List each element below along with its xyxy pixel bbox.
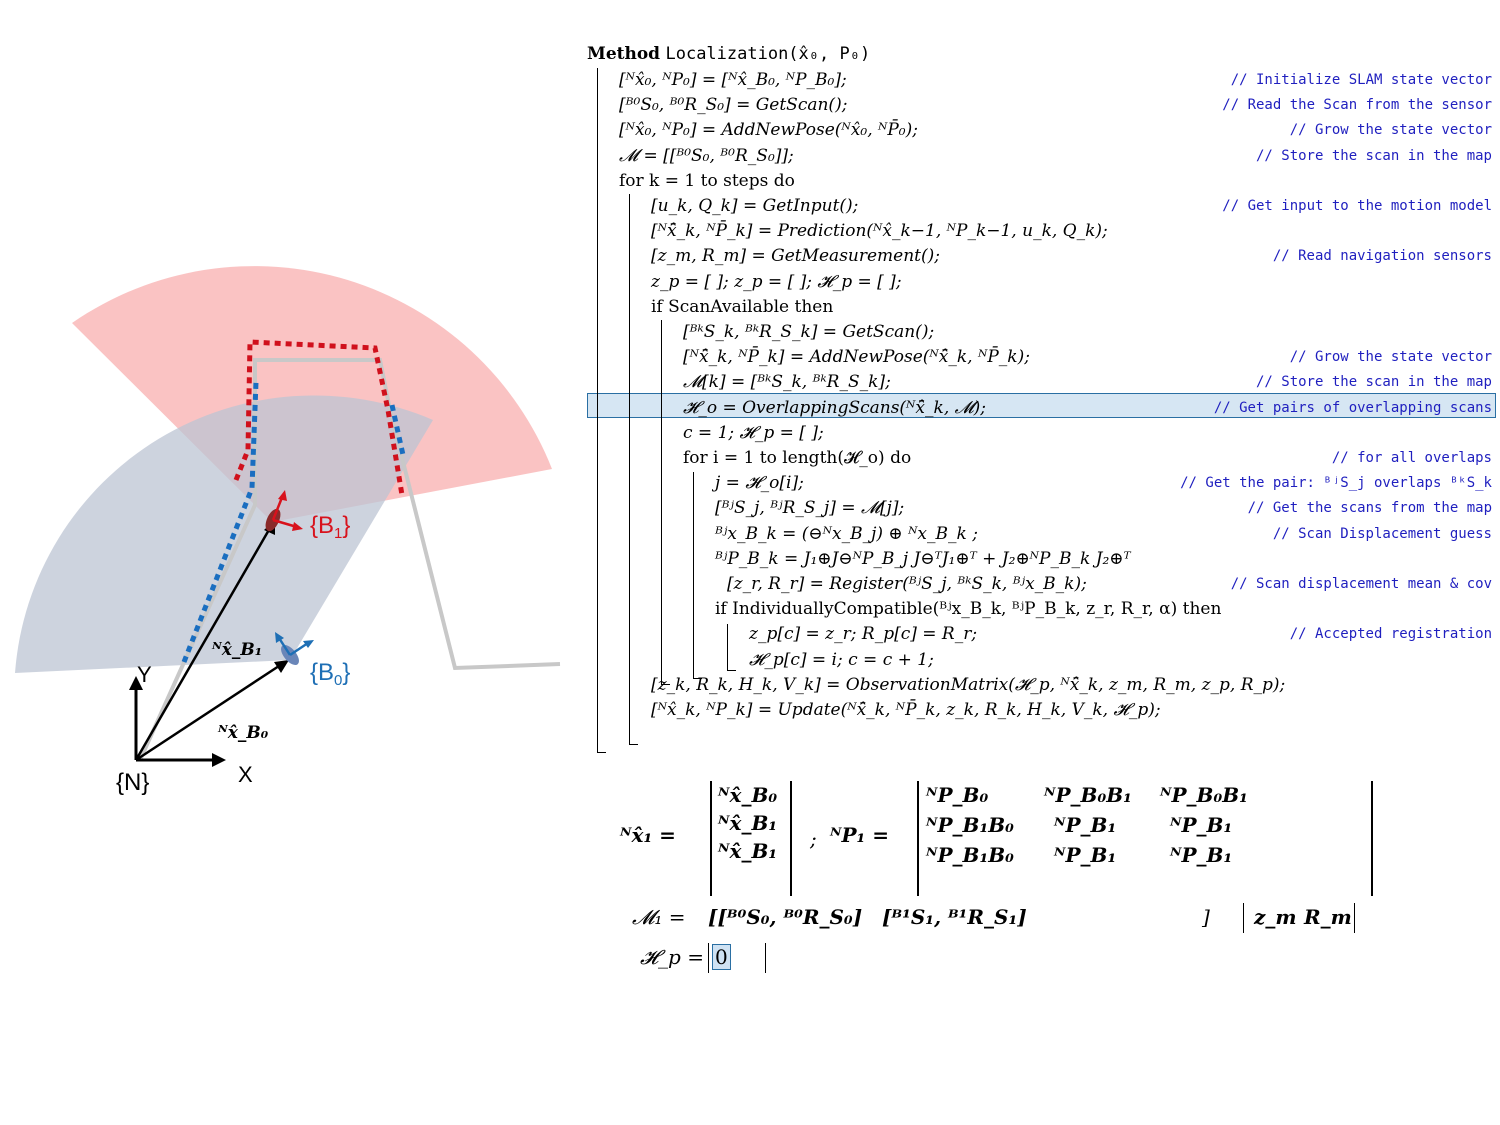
p1-cell: ᴺP_B₀ [926,783,989,807]
p1-cell: ᴺP_B₀B₁ [1160,783,1248,807]
algorithm-line: ᴮʲx_B_k = (⊖ᴺx_B_j) ⊕ ᴺx_B_k ; [715,523,978,544]
algorithm-comment: // Get the scans from the map [1247,500,1492,517]
algorithm-line: [z_k, R_k, H_k, V_k] = ObservationMatrix… [651,674,1286,695]
x1-row: ᴺx̂_B₁ [718,839,778,863]
y-axis-arrowhead [129,676,143,690]
p1-cell: ᴺP_B₁ [1170,813,1233,837]
algorithm-title: Method Localization(x̂₀, P₀) [587,44,871,64]
algorithm-comment: // Grow the state vector [1289,122,1492,139]
algorithm-line: [u_k, Q_k] = GetInput(); [651,196,859,216]
vector-n-b1 [134,527,272,761]
algorithm-comment: // Read the Scan from the sensor [1222,97,1492,114]
b1-vehicle-icon [265,490,303,532]
vector-n-b0-arrowhead [274,660,289,673]
algorithm-comment: // Get input to the motion model [1222,198,1492,214]
p1-cell: ᴺP_B₁ [1054,843,1117,867]
localization-algorithm: Method Localization(x̂₀, P₀) [ᴺx̂₀, ᴺP₀]… [587,42,1497,762]
algorithm-line: if ScanAvailable then [651,296,834,317]
scan-b0-blue [181,381,259,663]
p1-lhs: ᴺP₁ = [830,823,890,847]
meas-zm: z_m [1254,905,1297,929]
algorithm-line: [ᴮᵏS_k, ᴮᵏR_S_k] = GetScan(); [683,322,935,342]
algorithm-line: [ᴺx̂₀, ᴺP₀] = [ᴺx̂_B₀, ᴺP_B₀]; [619,70,847,90]
scan-b1-red [233,339,405,496]
algorithm-comment: // Scan Displacement guess [1272,525,1492,542]
hp-bracket [708,943,766,973]
measurement-bracket [1243,903,1355,933]
algorithm-line: 𝓗_o = OverlappingScans(ᴺx̂̄_k, 𝓜); [683,397,987,418]
p1-cell: ᴺP_B₁B₀ [926,843,1014,867]
p1-cell: ᴺP_B₁ [1170,843,1233,867]
p1-bracket [917,781,1373,896]
algorithm-line: [ᴺx̂̄_k, ᴺP̄_k] = Prediction(ᴺx̂_k−1, ᴺP… [651,221,1108,242]
algorithm-comment: // Store the scan in the map [1255,374,1492,391]
algorithm-line: if IndividuallyCompatible(ᴮʲx_B_k, ᴮʲP_B… [715,599,1222,620]
vector-n-b0 [135,662,283,762]
x1-lhs: ᴺx̂₁ = [620,823,676,847]
b0-vehicle-icon [275,632,314,665]
if-compatible-block-bar [727,624,736,671]
hp-first-cell: 0 [712,944,731,970]
algorithm-comment: // for all overlaps [1331,450,1492,466]
p1-cell: ᴺP_B₁B₀ [926,813,1014,837]
algorithm-line: for i = 1 to length(𝓗_o) do [683,448,912,468]
algorithm-line: j = 𝓗_o[i]; [715,473,804,494]
vector-b1-label: ᴺx̂_B₁ [211,640,262,660]
frame-n-label: {N} [116,769,149,796]
algorithm-line: [ᴺx̂̄_k, ᴺP̄_k] = AddNewPose(ᴺx̂̄_k, ᴺP̄… [683,347,1030,368]
x1-row: ᴺx̂_B₁ [718,811,778,835]
x-axis-arrowhead [212,753,226,767]
algorithm-line: ᴮʲP_B_k = J₁⊕J⊖ᴺP_B_j J⊖ᵀJ₁⊕ᵀ + J₂⊕ᴺP_B_… [715,548,1131,569]
algorithm-line: [z_r, R_r] = Register(ᴮʲS_j, ᴮᵏS_k, ᴮʲx_… [727,574,1087,594]
method-block-bar [597,68,606,753]
p1-cell: ᴺP_B₀B₁ [1044,783,1132,807]
for-i-block-bar [693,472,702,679]
algorithm-line: [ᴮʲS_j, ᴮʲR_S_j] = 𝓜[j]; [715,498,905,519]
x-axis-label: X [238,762,253,787]
if-scan-block-bar [661,320,670,685]
frame-b0-label: {B0} [310,659,350,689]
separator: ; [810,827,817,851]
algorithm-line: c = 1; 𝓗_p = [ ]; [683,422,824,443]
algorithm-comment: // Scan displacement mean & cov [1230,576,1492,592]
map-lhs: 𝓜₁ = [632,905,686,929]
gray-scan-sector [15,395,433,673]
algorithm-line: [z_m, R_m] = GetMeasurement(); [651,246,941,267]
vector-b0-label: ᴺx̂_B₀ [217,723,269,743]
meas-rm: R_m [1304,905,1352,929]
red-scan-sector [72,266,552,522]
map-entry-0: [[ᴮ⁰S₀, ᴮ⁰R_S₀] [708,905,863,929]
x1-vector: ᴺx̂_B₀ ᴺx̂_B₁ ᴺx̂_B₁ [718,783,777,867]
algorithm-line: [ᴺx̂_k, ᴺP_k] = Update(ᴺx̂̄_k, ᴺP̄_k, z_… [651,700,1161,720]
slam-diagram: X Y {N} {B0} {B1} ᴺx̂_B₀ ᴺx̂_B₁ [15,266,561,796]
x1-row: ᴺx̂_B₀ [718,783,778,807]
state-equations: ᴺx̂₁ = ᴺx̂_B₀ ᴺx̂_B₁ ᴺx̂_B₁ ; ᴺP₁ = ᴺP_B… [620,775,1380,985]
algorithm-line: 𝓜 = [[ᴮ⁰S₀, ᴮ⁰R_S₀]]; [619,145,794,166]
algorithm-line: [ᴺx̂₀, ᴺP₀] = AddNewPose(ᴺx̂₀, ᴺP̄₀); [619,120,918,141]
algorithm-comment: // Get pairs of overlapping scans [1213,399,1492,416]
algorithm-comment: // Read navigation sensors [1272,248,1492,265]
algorithm-line: for k = 1 to steps do [619,170,795,191]
map-close: ] [1202,905,1210,929]
p1-cell: ᴺP_B₁ [1054,813,1117,837]
algorithm-comment: // Grow the state vector [1289,349,1492,366]
hp-value: 0 [712,944,731,970]
y-axis-label: Y [137,662,152,687]
overlapping-scans-highlight [587,393,1496,418]
algorithm-line: z_p = [ ]; z_p = [ ]; 𝓗_p = [ ]; [651,271,902,292]
x1-bracket [710,781,792,896]
hp-lhs: 𝓗_p = [640,945,704,969]
frame-b1-label: {B1} [310,512,350,542]
algorithm-comment: // Initialize SLAM state vector [1230,72,1492,88]
algorithm-comment: // Get the pair: ᴮʲS_j overlaps ᴮᵏS_k [1180,475,1492,492]
scan-b0-blue-right [389,404,406,456]
algorithm-comment: // Accepted registration [1289,626,1492,643]
for-k-block-bar [629,194,638,745]
algorithm-line: [ᴮ⁰S₀, ᴮ⁰R_S₀] = GetScan(); [619,95,848,116]
algorithm-line: z_p[c] = z_r; R_p[c] = R_r; [749,624,978,645]
algorithm-comment: // Store the scan in the map [1255,147,1492,164]
algorithm-line: 𝓜[k] = [ᴮᵏS_k, ᴮᵏR_S_k]; [683,372,891,393]
map-entry-1: [ᴮ¹S₁, ᴮ¹R_S₁] [882,905,1027,929]
algorithm-line: 𝓗_p[c] = i; c = c + 1; [749,649,934,670]
